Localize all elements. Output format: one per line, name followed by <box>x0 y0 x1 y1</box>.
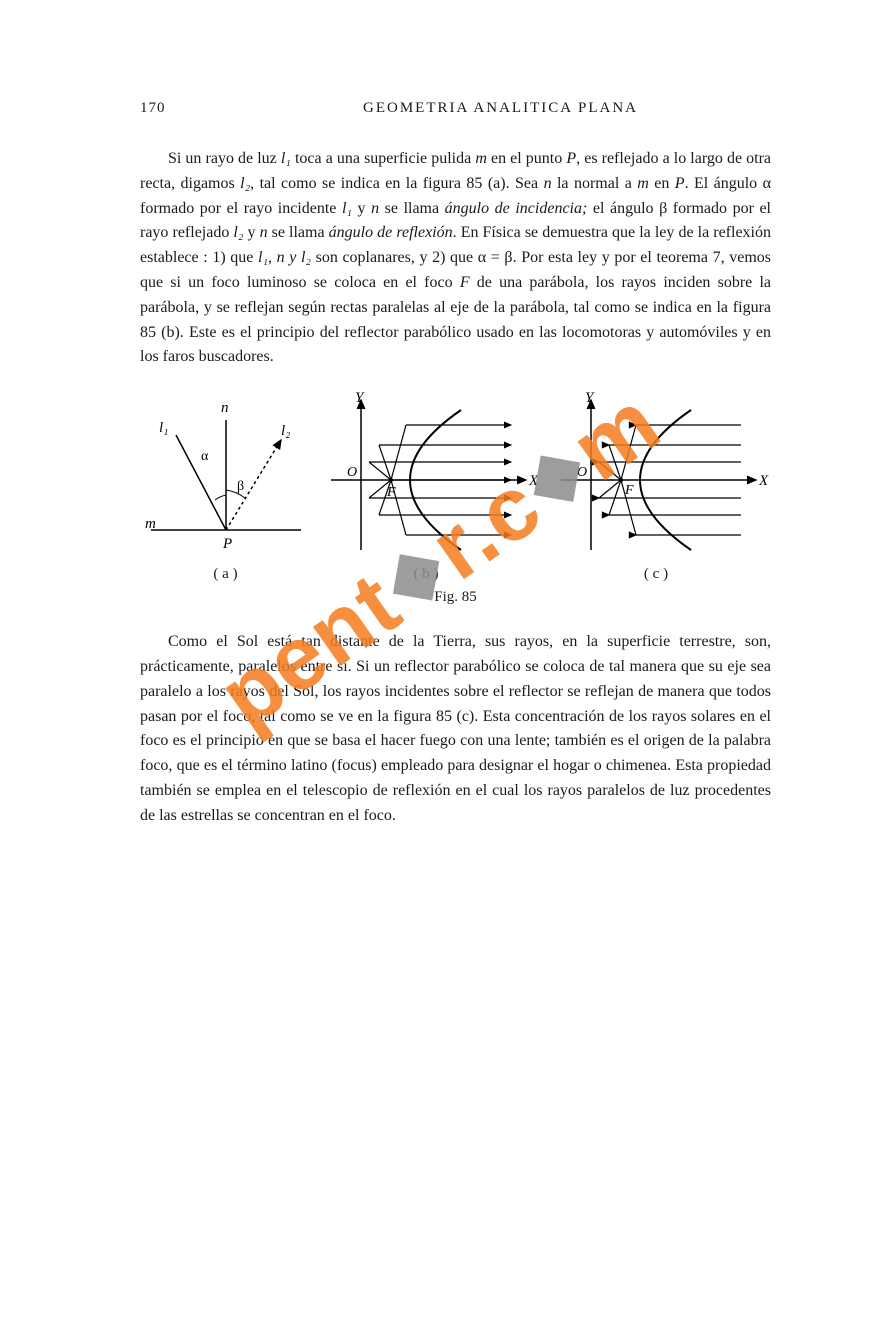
page: 170 GEOMETRIA ANALITICA PLANA Si un rayo… <box>0 0 891 927</box>
figure-a-label: ( a ) <box>213 566 237 583</box>
label-X-b: X <box>528 473 539 489</box>
label-n: n <box>221 400 229 416</box>
page-header: 170 GEOMETRIA ANALITICA PLANA <box>140 100 771 117</box>
label-l2: l₂ <box>281 423 290 439</box>
diagram-a: P n l₁ l₂ m α β <box>141 390 311 560</box>
diagram-b: Y X O F <box>311 390 541 560</box>
figure-b: Y X O F <box>311 390 541 583</box>
label-alpha: α <box>201 449 209 464</box>
paragraph-2: Como el Sol está tan distante de la Tier… <box>140 630 771 828</box>
page-number: 170 <box>140 100 230 117</box>
label-O-c: O <box>577 465 587 480</box>
figure-c: Y X O F <box>541 390 771 583</box>
figure-row: P n l₁ l₂ m α β ( a ) <box>140 390 771 583</box>
label-O-b: O <box>347 465 357 480</box>
figure-c-label: ( c ) <box>644 566 668 583</box>
label-l1: l₁ <box>159 420 168 436</box>
label-beta: β <box>237 479 244 494</box>
label-X-c: X <box>758 473 769 489</box>
page-title: GEOMETRIA ANALITICA PLANA <box>230 100 771 117</box>
paragraph-1: Si un rayo de luz l₁ toca a una superfic… <box>140 147 771 370</box>
label-P: P <box>222 536 232 552</box>
figure-caption: Fig. 85 <box>140 589 771 606</box>
figure-b-label: ( b ) <box>414 566 439 583</box>
label-Y-b: Y <box>355 390 365 406</box>
label-m: m <box>145 516 156 532</box>
diagram-c: Y X O F <box>541 390 771 560</box>
label-Y-c: Y <box>585 390 595 406</box>
figure-a: P n l₁ l₂ m α β ( a ) <box>140 390 311 583</box>
